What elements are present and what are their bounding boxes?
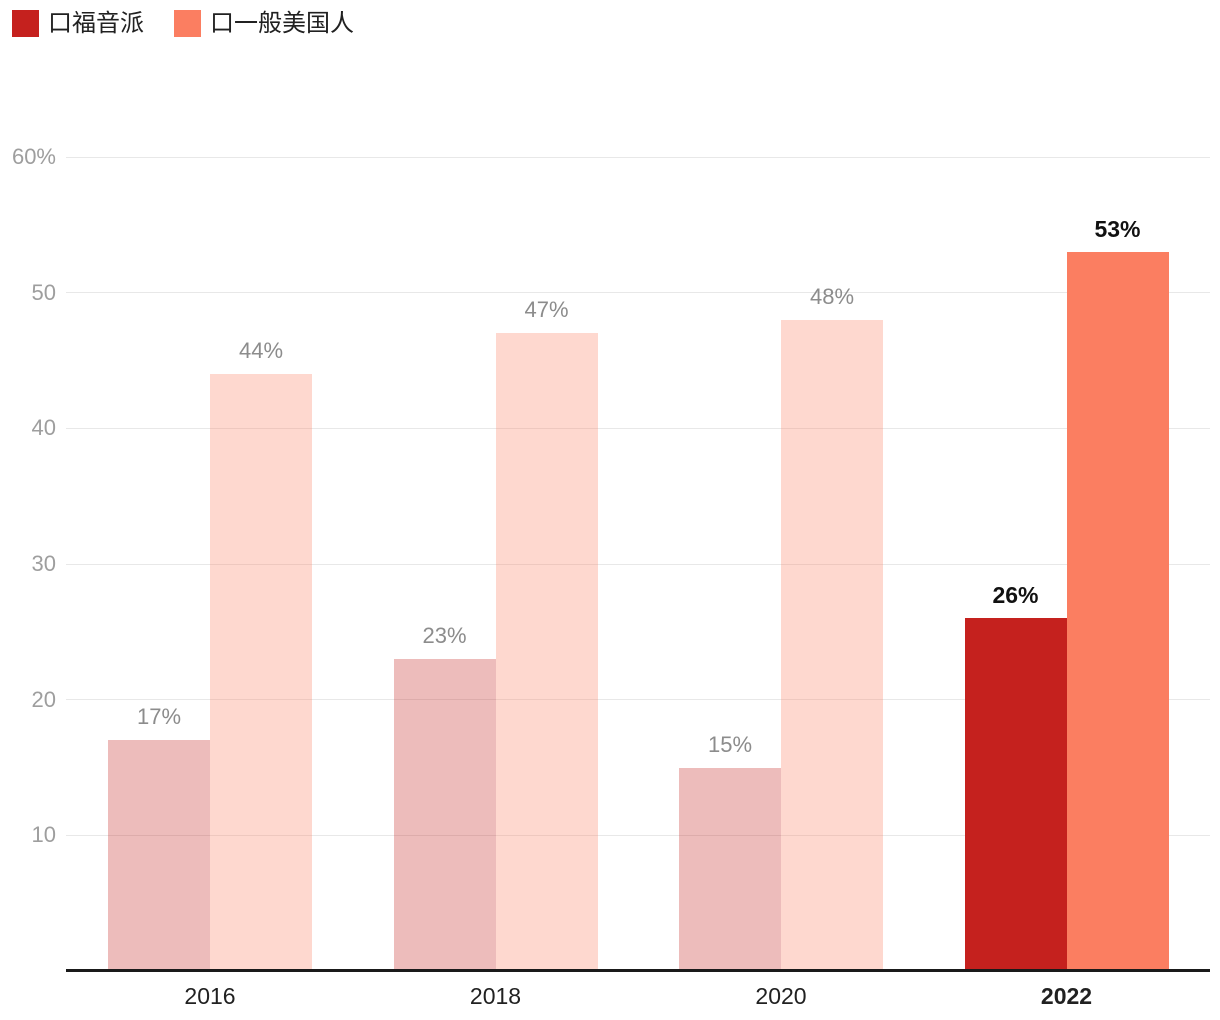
x-axis-label-2022: 2022 xyxy=(1040,983,1093,1009)
gridline-10 xyxy=(66,834,1210,836)
bar-2020-series-0[interactable] xyxy=(679,767,781,971)
y-axis-tick-label: 30 xyxy=(31,551,56,576)
legend-swatch-evangelicals-icon xyxy=(12,10,39,37)
gridline-60 xyxy=(66,156,1210,158)
bar-2020-series-1[interactable] xyxy=(781,319,883,971)
bar-2018-series-1[interactable] xyxy=(495,333,598,971)
legend-label: 口一般美国人 xyxy=(210,10,354,37)
value-label-2020-series-0: 15% xyxy=(707,731,753,757)
bar-2022-series-0[interactable] xyxy=(964,618,1067,971)
y-axis-tick-label: 50 xyxy=(31,279,56,305)
legend-item-evangelicals[interactable]: 口福音派 xyxy=(12,10,144,37)
legend-label: 口福音派 xyxy=(48,10,144,37)
value-label-2018-series-1: 47% xyxy=(524,297,569,323)
y-axis-tick-label: 60% xyxy=(11,144,56,169)
y-axis-tick-label: 10 xyxy=(31,822,56,848)
gridline-30 xyxy=(66,563,1210,565)
gridline-20 xyxy=(66,699,1210,701)
x-axis-label-2016: 2016 xyxy=(184,983,236,1009)
gridline-50 xyxy=(66,292,1210,294)
y-axis-tick-label: 40 xyxy=(31,415,56,441)
bar-2016-series-0[interactable] xyxy=(108,740,210,971)
x-axis-line xyxy=(66,969,1210,972)
chart-legend: 口福音派 口一般美国人 xyxy=(12,10,354,37)
value-label-2022-series-0: 26% xyxy=(992,582,1039,609)
x-axis-label-2020: 2020 xyxy=(755,983,807,1009)
value-label-2016-series-0: 17% xyxy=(136,704,182,730)
value-label-2018-series-0: 23% xyxy=(422,622,467,648)
value-label-2016-series-1: 44% xyxy=(238,338,284,364)
x-axis-label-2018: 2018 xyxy=(469,983,522,1009)
bar-2022-series-1[interactable] xyxy=(1066,251,1169,971)
value-label-2020-series-1: 48% xyxy=(809,283,855,309)
y-axis-tick-label: 20 xyxy=(31,686,56,712)
gridline-40 xyxy=(66,427,1210,429)
legend-swatch-general-americans-icon xyxy=(174,10,201,37)
bar-2018-series-0[interactable] xyxy=(393,658,496,971)
value-label-2022-series-1: 53% xyxy=(1094,215,1141,242)
bar-2016-series-1[interactable] xyxy=(210,374,312,971)
legend-item-general-americans[interactable]: 口一般美国人 xyxy=(174,10,354,37)
